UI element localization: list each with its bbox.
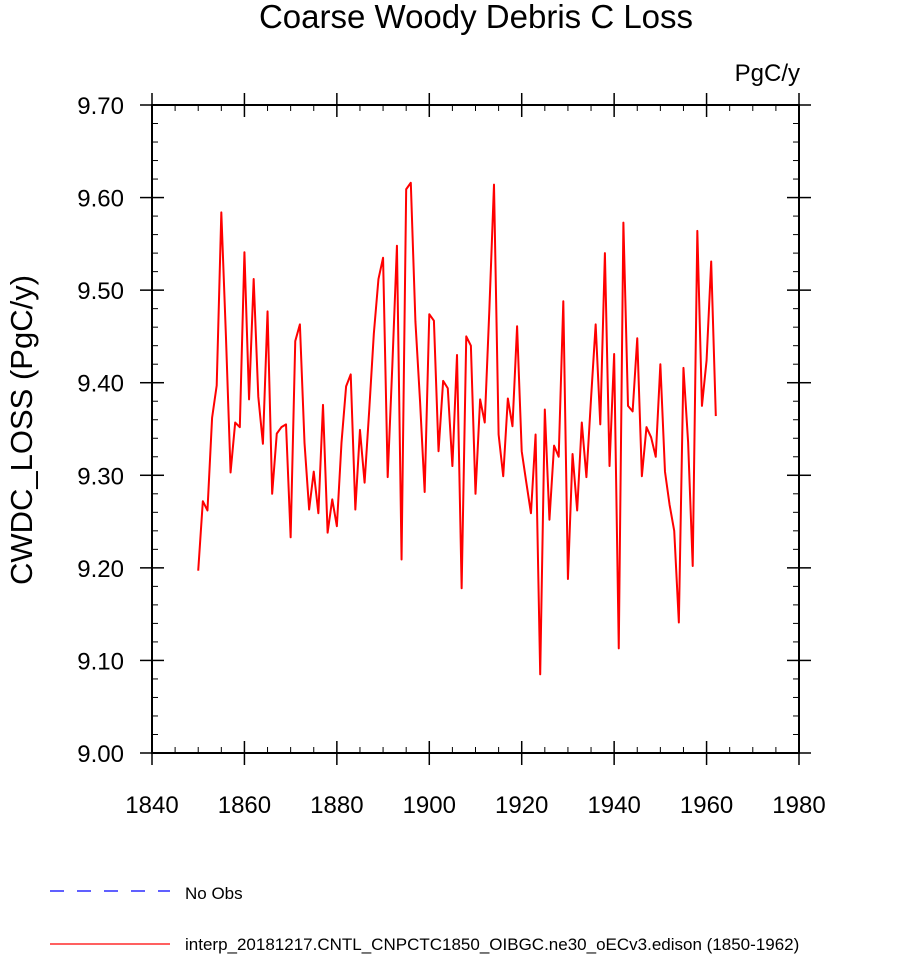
plot-frame [151,104,800,754]
axis-ticks [140,93,811,765]
y-tick-label: 9.50 [77,278,124,305]
legend-label-model: interp_20181217.CNTL_CNPCTC1850_OIBGC.ne… [185,935,799,954]
y-tick-label: 9.40 [77,371,124,398]
y-tick-label: 9.70 [77,93,124,120]
x-tick-label: 1860 [218,792,271,819]
y-tick-label: 9.10 [77,648,124,675]
y-axis-label: CWDC_LOSS (PgC/y) [4,275,39,585]
y-tick-label: 9.30 [77,463,124,490]
x-tick-label: 1900 [403,792,456,819]
x-tick-label: 1880 [310,792,363,819]
tick-labels: 1840 1860 1880 1900 1920 1940 1960 1980 9.00 9.10… [77,93,825,819]
y-tick-label: 9.60 [77,186,124,213]
x-tick-label: 1980 [772,792,825,819]
y-tick-label: 9.20 [77,556,124,583]
x-tick-label: 1940 [587,792,640,819]
series-layer [197,181,717,676]
x-tick-label: 1960 [680,792,733,819]
y-tick-label: 9.00 [77,741,124,768]
series-line-1 [197,181,717,676]
chart-title: Coarse Woody Debris C Loss [259,0,693,35]
legend-label-no-obs: No Obs [185,884,243,903]
x-tick-label: 1920 [495,792,548,819]
x-tick-label: 1840 [125,792,178,819]
units-label: PgC/y [735,60,800,87]
legend: No Obs interp_20181217.CNTL_CNPCTC1850_O… [50,884,799,954]
